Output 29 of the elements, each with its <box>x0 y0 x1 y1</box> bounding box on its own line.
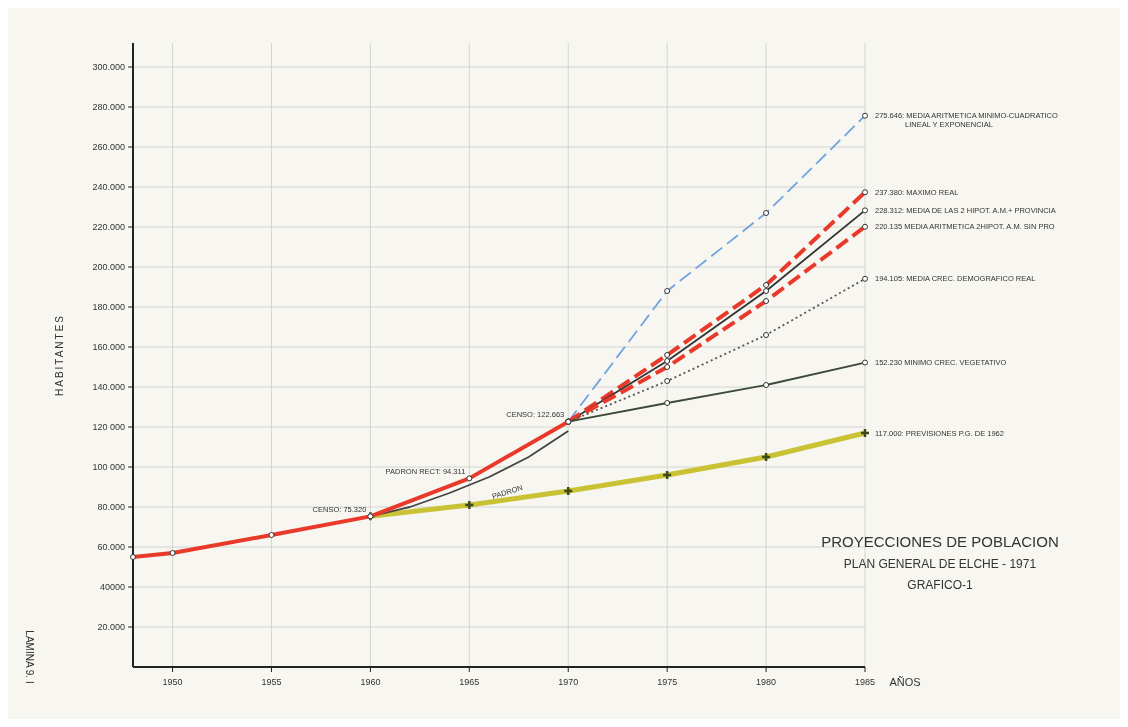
y-tick-label: 280.000 <box>92 102 125 113</box>
y-tick-label: 100 000 <box>92 462 125 473</box>
x-tick-label: 1980 <box>756 677 777 687</box>
x-axis-title: AÑOS <box>889 676 921 688</box>
y-axis-title: HABITANTES <box>54 313 65 397</box>
y-tick-label: 300.000 <box>92 62 125 73</box>
x-tick-label: 1975 <box>657 677 678 687</box>
y-tick-label: 240.000 <box>92 182 125 193</box>
y-tick-label: 200.000 <box>92 262 125 273</box>
y-tick-label: 120 000 <box>92 422 125 433</box>
x-tick-label: 1960 <box>360 677 381 687</box>
y-tick-label: 260.000 <box>92 142 125 153</box>
text: PLAN GENERAL DE ELCHE - 1971 <box>843 557 1037 571</box>
y-tick-label: 180.000 <box>92 302 125 313</box>
y-tick-label: 40000 <box>99 582 125 593</box>
y-tick-label: 80.000 <box>97 502 125 513</box>
x-tick-label: 1970 <box>558 677 579 687</box>
text: GRAFICO-1 <box>907 578 973 592</box>
y-tick-label: 20.000 <box>97 622 125 633</box>
x-tick-label: 1955 <box>261 677 282 687</box>
text: PROYECCIONES DE POBLACION <box>821 533 1059 550</box>
x-tick-label: 1985 <box>854 677 876 687</box>
y-tick-label: 220.000 <box>92 222 125 233</box>
x-tick-label: 1965 <box>459 677 480 687</box>
y-tick-label: 160.000 <box>92 342 125 353</box>
y-tick-label: 60.000 <box>97 542 125 553</box>
text: LAMINA 9. I <box>24 630 35 684</box>
x-tick-label: 1950 <box>162 677 183 687</box>
y-tick-label: 140.000 <box>92 382 125 393</box>
